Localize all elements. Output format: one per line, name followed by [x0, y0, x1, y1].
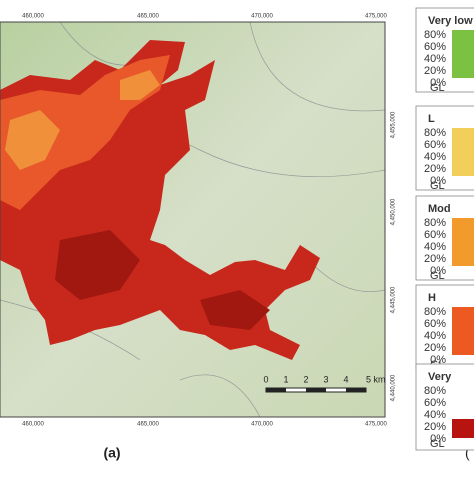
legend-swatch: [452, 128, 474, 176]
legend-ytick: 80%: [424, 29, 446, 41]
legend-caption: (: [465, 445, 470, 461]
legend-swatch: [452, 307, 474, 355]
legend-ytick: 0%: [430, 354, 446, 366]
legend-ytick: 80%: [424, 306, 446, 318]
bottom-coord: 470,000: [251, 422, 273, 428]
scale-label: 0: [263, 374, 268, 384]
legend-ytick: 60%: [424, 318, 446, 330]
legend-ytick: 0%: [430, 433, 446, 445]
legend-ytick: 80%: [424, 385, 446, 397]
legend-ytick: 40%: [424, 241, 446, 253]
legend-swatch: [452, 218, 474, 266]
legend-ytick: 40%: [424, 330, 446, 342]
right-coord: 4,450,000: [391, 198, 397, 225]
legend-ytick: 40%: [424, 409, 446, 421]
legend-title: Very: [428, 371, 452, 383]
legend-ytick: 40%: [424, 151, 446, 163]
top-coord: 460,000: [22, 14, 44, 20]
map-border: [0, 21, 386, 418]
legend-ytick: 0%: [430, 77, 446, 89]
legend-ytick: 20%: [424, 342, 446, 354]
top-coord: 465,000: [137, 14, 159, 20]
legend-ytick: 60%: [424, 139, 446, 151]
legend-ytick: 20%: [424, 65, 446, 77]
legend-title: Very low: [428, 15, 473, 27]
scale-label: 4: [343, 374, 348, 384]
legend-ytick: 40%: [424, 53, 446, 65]
legend-xlabel: GL: [430, 82, 445, 94]
legend-xlabel: GL: [430, 438, 445, 450]
legend-swatch: [452, 419, 474, 438]
burned-area-high: [55, 230, 270, 330]
scale-label: 5 km: [366, 374, 386, 384]
legend-ytick: 20%: [424, 253, 446, 265]
top-coord: 475,000: [365, 14, 387, 20]
bottom-coord: 475,000: [365, 422, 387, 428]
legend-ytick: 0%: [430, 265, 446, 277]
legend-ytick: 60%: [424, 397, 446, 409]
legend-ytick: 60%: [424, 41, 446, 53]
scale-label: 1: [283, 374, 288, 384]
legend-ytick: 20%: [424, 163, 446, 175]
scale-label: 3: [323, 374, 328, 384]
legend-ytick: 80%: [424, 127, 446, 139]
legend-title: L: [428, 113, 435, 125]
bottom-coord: 465,000: [137, 422, 159, 428]
legend-xlabel: GL: [430, 270, 445, 282]
right-coord: 4,445,000: [391, 286, 397, 313]
legend-ytick: 20%: [424, 421, 446, 433]
map-caption: (a): [103, 445, 120, 461]
bottom-coord: 460,000: [22, 422, 44, 428]
scale-label: 2: [303, 374, 308, 384]
legend-ytick: 0%: [430, 175, 446, 187]
top-coord: 470,000: [251, 14, 273, 20]
legend-title: H: [428, 292, 436, 304]
scale-bar: [265, 387, 367, 393]
burned-area-low: [5, 70, 160, 170]
legend-ytick: 60%: [424, 229, 446, 241]
legend-swatch: [452, 30, 474, 78]
legend-ytick: 80%: [424, 217, 446, 229]
legend-xlabel: GL: [430, 180, 445, 192]
legend-title: Mod: [428, 203, 451, 215]
right-coord: 4,440,000: [391, 374, 397, 401]
right-coord: 4,455,000: [391, 111, 397, 138]
